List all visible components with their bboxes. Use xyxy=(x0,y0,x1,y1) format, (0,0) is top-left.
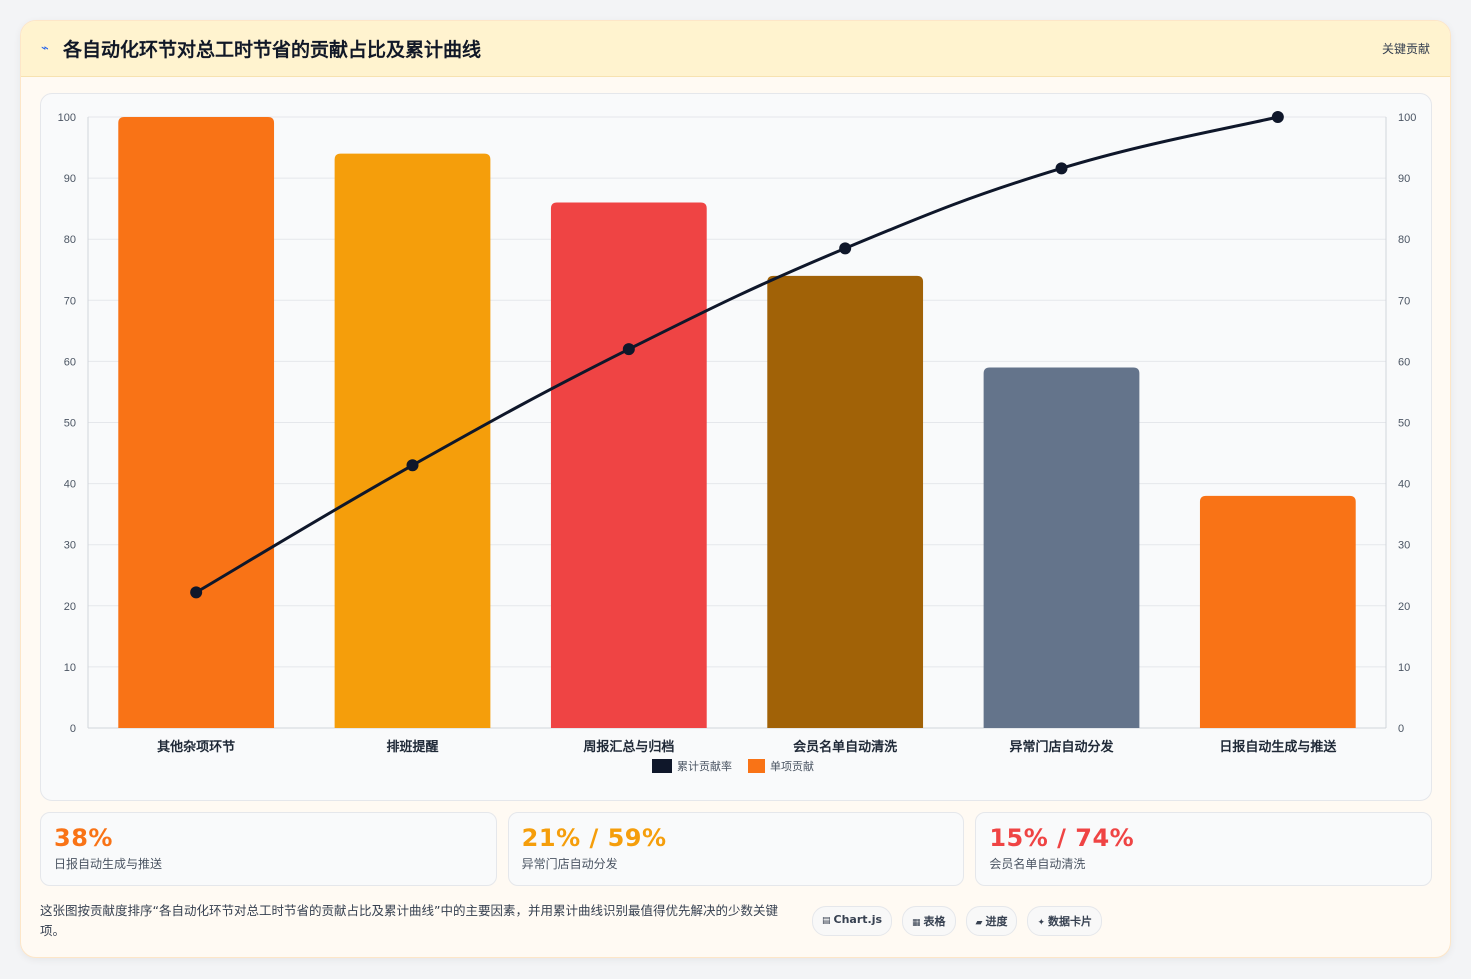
y-tick-label: 10 xyxy=(64,662,76,674)
bar xyxy=(118,117,275,728)
y2-tick-label: 90 xyxy=(1398,173,1410,185)
y-tick-label: 30 xyxy=(64,540,76,552)
cumulative-point xyxy=(1055,162,1068,175)
stat-value: 15% / 74% xyxy=(989,824,1135,852)
tag-list: ▤ Chart.js ▦ 表格 ▰ 进度 ✦ 数据卡片 xyxy=(811,906,1102,936)
y-tick-label: 80 xyxy=(64,234,76,246)
legend-swatch-bar xyxy=(748,759,765,773)
stat-card-2: 21% / 59% 异常门店自动分发 xyxy=(507,812,965,886)
y2-tick-label: 20 xyxy=(1398,601,1410,613)
tag-label: 进度 xyxy=(985,915,1008,928)
tag-data-card[interactable]: ✦ 数据卡片 xyxy=(1027,906,1102,936)
bar xyxy=(983,367,1140,728)
y2-tick-label: 60 xyxy=(1398,356,1410,368)
footer-description: 这张图按贡献度排序“各自动化环节对总工时节省的贡献占比及累计曲线”中的主要因素，… xyxy=(40,903,778,938)
y2-tick-label: 100 xyxy=(1398,112,1416,124)
x-tick-label: 排班提醒 xyxy=(386,739,438,755)
y-tick-label: 70 xyxy=(64,295,76,307)
y-tick-label: 100 xyxy=(58,112,76,124)
stat-label: 日报自动生成与推送 xyxy=(54,857,163,871)
y2-tick-label: 0 xyxy=(1398,723,1404,735)
tag-progress[interactable]: ▰ 进度 xyxy=(965,906,1018,936)
tag-label: Chart.js xyxy=(833,913,883,926)
bar xyxy=(550,202,707,728)
card-header: ⌁ 各自动化环节对总工时节省的贡献占比及累计曲线 关键贡献 xyxy=(21,21,1450,77)
chart-icon: ▤ xyxy=(821,916,831,926)
lightning-icon: ⌁ xyxy=(41,41,49,56)
chart-card: ⌁ 各自动化环节对总工时节省的贡献占比及累计曲线 关键贡献 0 0 10 10 20 20… xyxy=(20,20,1451,958)
legend-label-bar: 单项贡献 xyxy=(770,759,814,773)
tag-label: 表格 xyxy=(923,915,946,928)
stat-value: 38% xyxy=(54,824,113,852)
bar xyxy=(1199,495,1356,728)
chart-panel: 0 0 10 10 20 20 30 30 40 40 50 50 60 60 70 70 80 80 90 90 10… xyxy=(40,93,1432,801)
legend-swatch-cumulative xyxy=(652,759,672,773)
y-tick-label: 90 xyxy=(64,173,76,185)
bar xyxy=(767,275,924,728)
y-tick-label: 40 xyxy=(64,479,76,491)
bar xyxy=(334,153,491,728)
x-tick-label: 周报汇总与归档 xyxy=(583,739,674,755)
y-tick-label: 0 xyxy=(70,723,76,735)
cumulative-point xyxy=(406,459,419,472)
x-tick-label: 其他杂项环节 xyxy=(157,739,235,755)
y2-tick-label: 10 xyxy=(1398,662,1410,674)
tag-table[interactable]: ▦ 表格 xyxy=(902,906,956,936)
stat-label: 异常门店自动分发 xyxy=(521,857,618,871)
progress-icon: ▰ xyxy=(975,918,983,928)
y-tick-label: 60 xyxy=(64,356,76,368)
y2-tick-label: 50 xyxy=(1398,418,1410,430)
y-tick-label: 20 xyxy=(64,601,76,613)
cumulative-point xyxy=(839,242,852,255)
table-icon: ▦ xyxy=(912,918,921,928)
y2-tick-label: 40 xyxy=(1398,479,1410,491)
y2-tick-label: 30 xyxy=(1398,540,1410,552)
sparkle-icon: ✦ xyxy=(1037,918,1045,928)
tag-chartjs[interactable]: ▤ Chart.js xyxy=(811,906,893,936)
stat-label: 会员名单自动清洗 xyxy=(989,857,1086,871)
y-tick-label: 50 xyxy=(64,418,76,430)
pareto-chart: 0 0 10 10 20 20 30 30 40 40 50 50 60 60 70 70 80 80 90 90 10… xyxy=(58,111,1416,773)
cumulative-point xyxy=(622,343,635,356)
card-footer: 这张图按贡献度排序“各自动化环节对总工时节省的贡献占比及累计曲线”中的主要因素，… xyxy=(40,899,1432,943)
stat-card-3: 15% / 74% 会员名单自动清洗 xyxy=(975,812,1433,886)
stat-value: 21% / 59% xyxy=(521,824,667,852)
x-tick-label: 日报自动生成与推送 xyxy=(1219,739,1337,755)
y2-tick-label: 70 xyxy=(1398,295,1410,307)
header-title-group: ⌁ 各自动化环节对总工时节省的贡献占比及累计曲线 xyxy=(41,35,481,62)
cumulative-point xyxy=(1271,111,1284,123)
x-tick-label: 异常门店自动分发 xyxy=(1009,739,1114,755)
legend-label-cumulative: 累计贡献率 xyxy=(677,759,732,773)
stat-card-1: 38% 日报自动生成与推送 xyxy=(40,812,497,886)
tag-label: 数据卡片 xyxy=(1048,915,1092,928)
y2-tick-label: 80 xyxy=(1398,234,1410,246)
page-title: 各自动化环节对总工时节省的贡献占比及累计曲线 xyxy=(63,39,482,61)
x-tick-label: 会员名单自动清洗 xyxy=(793,739,897,755)
cumulative-point xyxy=(190,586,203,599)
stat-cards: 38% 日报自动生成与推送 21% / 59% 异常门店自动分发 15% / 7… xyxy=(40,812,1433,886)
header-badge: 关键贡献 xyxy=(1381,42,1430,56)
cumulative-line xyxy=(195,115,1279,594)
